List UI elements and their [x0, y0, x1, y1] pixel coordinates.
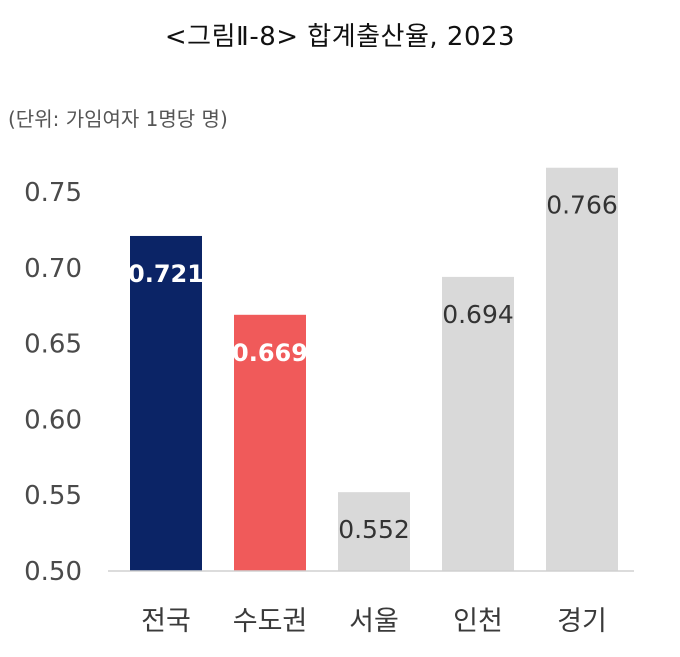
- x-axis-ticks: 전국 수도권 서울 인천 경기: [141, 606, 607, 637]
- data-label: 0.552: [338, 515, 410, 544]
- bar-4: [442, 276, 514, 571]
- x-tick-label: 수도권: [233, 606, 308, 637]
- y-tick-label: 0.55: [24, 481, 82, 511]
- data-label: 0.766: [546, 191, 618, 220]
- y-tick-label: 0.60: [24, 405, 82, 435]
- x-tick-label: 서울: [349, 606, 399, 637]
- chart-title: <그림Ⅱ-8> 합계출산율, 2023: [164, 22, 516, 52]
- y-tick-label: 0.50: [24, 557, 82, 587]
- x-tick-label: 인천: [453, 606, 503, 637]
- data-label: 0.694: [442, 300, 514, 329]
- x-tick-label: 전국: [141, 606, 191, 637]
- y-axis-ticks: 0.50 0.55 0.60 0.65 0.70 0.75: [24, 178, 82, 587]
- x-tick-label: 경기: [557, 606, 607, 637]
- y-tick-label: 0.65: [24, 330, 82, 360]
- unit-note: (단위: 가임여자 1명당 명): [8, 107, 228, 131]
- y-tick-label: 0.75: [24, 178, 82, 208]
- y-tick-label: 0.70: [24, 254, 82, 284]
- data-label: 0.669: [232, 339, 308, 367]
- bar-5: [546, 167, 618, 571]
- data-label: 0.721: [128, 260, 204, 288]
- bars: 0.721 0.669 0.552 0.694 0.766: [128, 167, 618, 572]
- bar-1: [130, 235, 202, 572]
- bar-3: [338, 492, 410, 571]
- bar-2: [234, 314, 306, 571]
